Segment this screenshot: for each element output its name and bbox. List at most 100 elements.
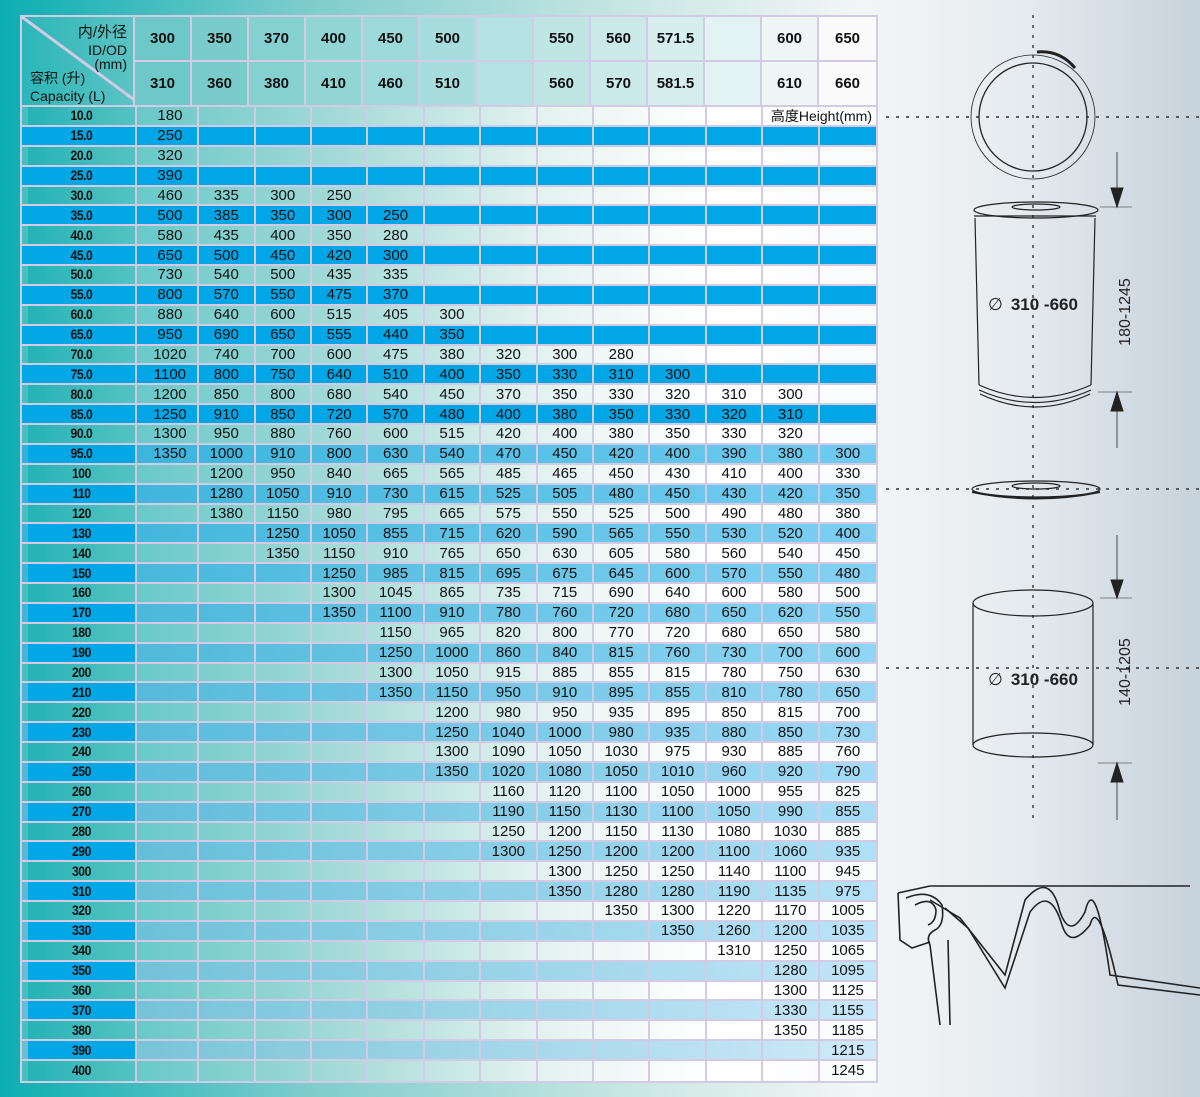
height-cell [425,961,482,980]
column-header: 370 380 [249,17,306,107]
height-cell [594,1041,651,1059]
outer-diameter: 660 [819,62,876,107]
drum-height-dimension [1098,152,1132,448]
height-cell [256,723,312,741]
height-cell: 730 [707,643,764,662]
height-cell: 980 [312,504,369,523]
height-cell: 475 [368,345,425,364]
height-cell [256,663,312,682]
table-row: 20.0 320 [22,146,876,167]
height-cell [425,206,482,225]
height-cell: 930 [707,743,764,761]
height-cell: 300 [256,186,312,205]
capacity-label: 370 [28,1001,137,1020]
table-row: 380 1350 1185 [22,1021,876,1042]
height-cell: 910 [256,444,312,463]
height-cell [256,1041,312,1059]
column-header: 300 310 [135,17,192,107]
height-cell [594,266,651,284]
height-cell: 1350 [425,762,482,781]
height-cell: 1095 [831,962,865,980]
height-cell [425,981,482,1000]
height-cell [312,623,369,642]
height-cell: 450 [594,464,651,483]
height-cell [143,584,200,602]
height-cell [199,743,256,761]
height-cell: 1350 [312,603,369,622]
height-cell: 880 [256,425,312,443]
height-cell: 1250 [763,941,820,960]
height-cell [763,186,820,205]
height-cell [594,1061,651,1081]
height-cell: 335 [368,266,425,284]
height-cell: 1280 [763,961,820,980]
height-cell [143,902,200,920]
height-cell [707,146,764,165]
inner-diameter: 600 [762,17,817,62]
height-cell [312,921,369,940]
height-cell: 540 [199,266,256,284]
height-cell: 450 [425,385,482,404]
height-cell: 385 [199,206,256,225]
height-cell [707,365,764,384]
height-cell: 895 [650,703,707,722]
height-cell [707,1061,764,1081]
height-cell: 1330 [763,1001,820,1020]
height-cell [143,1021,200,1040]
height-cell: 485 [481,464,538,483]
height-cell [763,266,820,284]
height-cell: 945 [835,862,861,880]
height-cell: 720 [312,405,369,423]
height-cell: 1005 [831,902,865,920]
height-cell: 565 [594,524,651,543]
height-cell [199,663,256,682]
height-cell: 550 [763,564,820,582]
height-cell: 720 [650,623,707,642]
height-cell: 1150 [312,544,369,563]
table-row: 200 1300 1050 915 885 855 815 780 750 630 [22,663,876,684]
height-cell: 895 [594,683,651,702]
height-cell [143,464,200,483]
height-cell [199,782,256,801]
height-cell [256,1061,312,1081]
height-cell [707,305,764,324]
height-cell [707,961,764,980]
height-cell: 1250 [538,842,594,861]
capacity-label: 30.0 [28,186,137,205]
capacity-label: 100 [28,464,137,483]
height-cell [594,1021,651,1040]
height-cell: 1100 [143,365,200,384]
height-cell [368,981,425,1000]
height-cell [368,822,425,841]
height-cell [650,246,707,264]
height-cell: 420 [594,444,651,463]
capacity-label: 55.0 [28,285,137,304]
height-cell: 570 [368,405,425,423]
height-cell: 1215 [831,1041,865,1059]
height-cell: 680 [650,603,707,622]
height-cell [425,107,482,125]
table-row: 75.0 1100 800 750 640 510 400 350 330 310 300 [22,365,876,386]
height-cell: 540 [368,385,425,404]
height-cell [199,723,256,741]
height-cell: 350 [835,485,861,503]
height-cell: 330 [835,465,861,483]
height-cell: 250 [312,186,369,205]
height-cell: 910 [312,484,369,503]
height-cell: 1050 [425,663,482,682]
height-cell [199,902,256,920]
height-cell [143,663,200,682]
height-cell [425,822,482,841]
table-row: 110 1280 1050 910 730 615 525 505 480 450 430 420 35… [22,484,876,505]
height-cell: 350 [425,325,482,344]
capacity-label: 160 [28,584,137,602]
table-row: 85.0 1250 910 850 720 570 480 400 380 350 330 320 31… [22,405,876,425]
height-cell: 980 [594,723,651,741]
height-cell: 1020 [143,345,200,364]
liner-height-text: 140-1205 [1117,638,1134,706]
height-cell [256,762,312,781]
height-cell: 1065 [831,942,865,960]
outer-diameter: 410 [306,62,361,107]
height-cell [256,146,312,165]
height-cell [199,842,256,861]
